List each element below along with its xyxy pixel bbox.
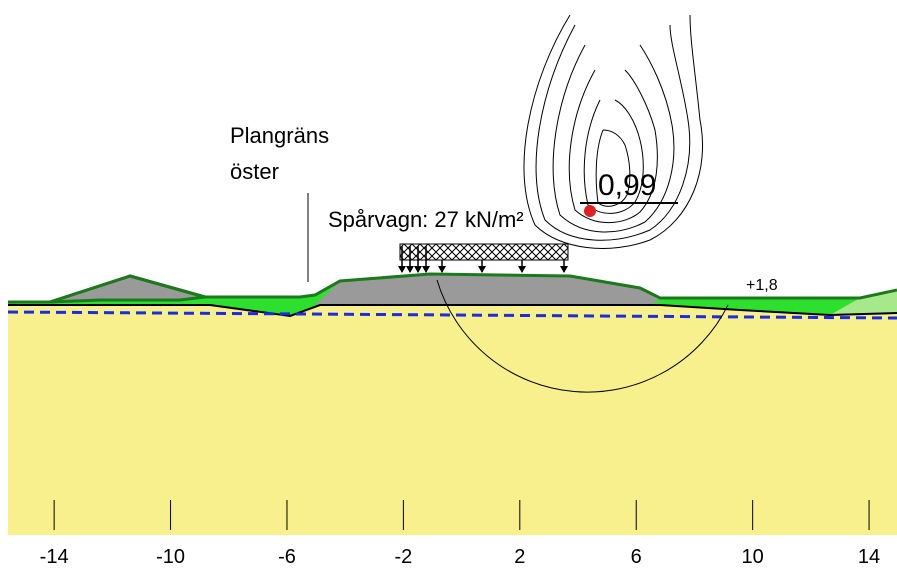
soil: [8, 305, 897, 535]
load-label: Spårvagn: 27 kN/m²: [328, 207, 524, 232]
boundary-label: Plangräns: [230, 123, 329, 148]
contours: [524, 15, 703, 248]
level-label: +1,8: [746, 277, 778, 294]
tick-label: -14: [40, 546, 69, 568]
load-area: [400, 244, 568, 260]
tick-label: 14: [858, 546, 880, 568]
critical-center: [584, 205, 596, 217]
tick-label: 6: [631, 546, 642, 568]
tick-label: -2: [394, 546, 412, 568]
safety-factor: 0,99: [598, 169, 656, 202]
page: Plangräns öster Spårvagn: 27 kN/m² 0,99 …: [0, 0, 897, 576]
tick-label: 2: [514, 546, 525, 568]
tick-label: -6: [278, 546, 296, 568]
arrow-heads: [398, 266, 568, 273]
cross-section: Plangräns öster Spårvagn: 27 kN/m² 0,99 …: [0, 0, 897, 576]
boundary-label: öster: [230, 159, 279, 184]
tick-label: -10: [156, 546, 185, 568]
tick-label: 10: [742, 546, 764, 568]
